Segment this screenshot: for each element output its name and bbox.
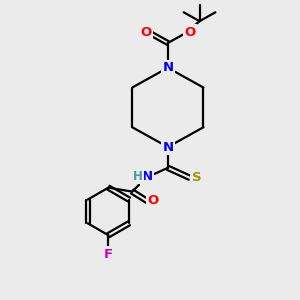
- Text: N: N: [142, 170, 153, 183]
- Text: O: O: [184, 26, 195, 39]
- Text: S: S: [192, 171, 201, 184]
- Text: N: N: [162, 140, 173, 154]
- Text: O: O: [147, 194, 159, 207]
- Text: F: F: [104, 248, 113, 260]
- Text: H: H: [133, 170, 143, 183]
- Text: O: O: [140, 26, 152, 39]
- Text: N: N: [162, 61, 173, 74]
